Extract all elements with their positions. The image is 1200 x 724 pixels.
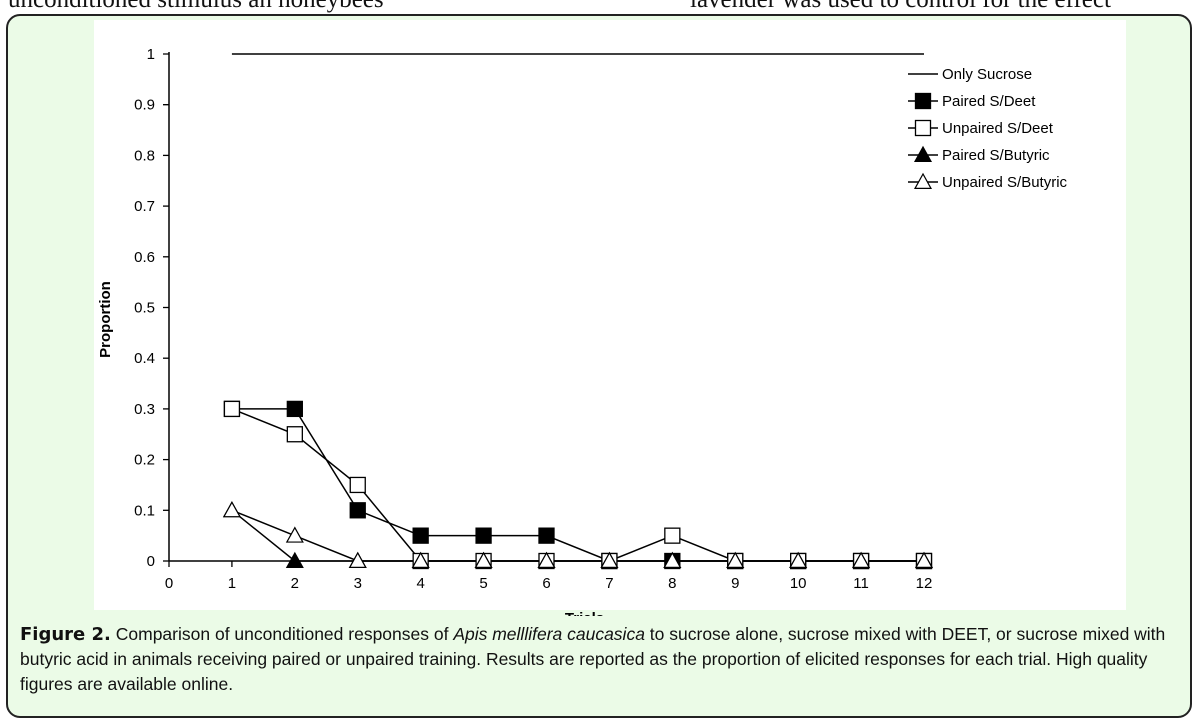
- x-tick-label: 9: [731, 575, 739, 592]
- series-line-unpaired-s-butyric: [231, 509, 924, 562]
- y-axis-title: Proportion: [97, 281, 114, 358]
- data-point-paired-s-butyric: [285, 551, 304, 569]
- y-tick-label: 0: [147, 553, 155, 570]
- figure-box: 0 0.1 0.2 0.3 0.4 0.5 0.6 0.7 0.8 0.9 1 0 1 2 3 4 5 6 7 8 9 1…: [6, 14, 1192, 718]
- y-tick-label: 0.9: [134, 97, 155, 114]
- data-point-unpaired-s-butyric: [914, 551, 934, 569]
- data-point-paired-s-deet: [412, 527, 429, 544]
- data-point-unpaired-s-deet: [223, 400, 241, 418]
- x-tick-label: 12: [916, 575, 933, 592]
- legend-label-unpaired-s-deet: Unpaired S/Deet: [942, 120, 1054, 137]
- line-chart: 00.10.20.30.40.50.60.70.80.910 1 2 3 4 5 6 7 8 9 1…: [97, 46, 1068, 616]
- body-text-fragment: unconditioned stimulus an honeybees lave…: [0, 0, 1200, 16]
- x-tick-label: 1: [228, 575, 236, 592]
- series-line-unpaired-s-deet: [231, 408, 924, 562]
- series-line-paired-s-butyric: [231, 509, 924, 562]
- data-point-unpaired-s-deet: [664, 527, 681, 544]
- legend-label-paired-s-butyric: Paired S/Butyric: [942, 147, 1050, 164]
- data-point-paired-s-deet: [286, 400, 303, 418]
- caption-text-2: to sucrose alone, sucrose mixed with DEE…: [20, 624, 1166, 694]
- caption-text-1: Comparison of unconditioned responses of: [110, 624, 454, 644]
- x-tick-label: 7: [605, 575, 613, 592]
- figure-caption: Figure 2. Comparison of unconditioned re…: [20, 622, 1180, 697]
- y-tick-label: 0.3: [134, 401, 155, 418]
- body-text-left: unconditioned stimulus an honeybees: [8, 0, 384, 14]
- legend-label-paired-s-deet: Paired S/Deet: [942, 93, 1036, 110]
- data-point-unpaired-s-butyric: [537, 551, 556, 569]
- caption-species: Apis melllifera caucasica: [453, 624, 645, 644]
- legend-marker-unpaired-s-deet: [914, 119, 932, 137]
- x-tick-label: 4: [416, 575, 424, 592]
- data-point-paired-s-deet: [538, 527, 555, 544]
- data-point-unpaired-s-deet: [349, 476, 366, 494]
- data-point-paired-s-deet: [475, 527, 492, 544]
- data-point-unpaired-s-butyric: [411, 551, 430, 569]
- axes: 00.10.20.30.40.50.60.70.80.910 1 2 3 4 5 6 7 8 9 1…: [97, 46, 932, 616]
- x-tick-label: 5: [479, 575, 487, 592]
- legend-label-unpaired-s-butyric: Unpaired S/Butyric: [942, 174, 1068, 191]
- legend: Only Sucrose Paired S/Deet Unpaired S/Deet…: [908, 66, 1068, 191]
- y-tick-label: 1: [147, 46, 155, 63]
- series-line-paired-s-deet: [231, 408, 924, 562]
- legend-marker-paired-s-deet: [914, 92, 932, 110]
- x-tick-label: 6: [542, 575, 550, 592]
- data-point-unpaired-s-butyric: [600, 551, 619, 569]
- x-axis-title: Trials: [565, 610, 604, 616]
- plot-panel: [94, 20, 1126, 610]
- legend-marker-unpaired-s-butyric: [913, 172, 933, 189]
- y-tick-label: 0.6: [134, 249, 155, 266]
- data-point-unpaired-s-butyric: [789, 551, 808, 569]
- y-tick-label: 0.7: [134, 198, 155, 215]
- legend-marker-paired-s-butyric: [913, 145, 933, 162]
- x-tick-label: 11: [853, 575, 869, 592]
- data-point-unpaired-s-butyric: [852, 551, 871, 569]
- y-tick-label: 0.2: [134, 452, 155, 469]
- legend-label-only-sucrose: Only Sucrose: [942, 66, 1032, 83]
- x-tick-label: 2: [291, 575, 299, 592]
- caption-label: Figure 2.: [20, 624, 111, 645]
- y-tick-label: 0.5: [134, 300, 155, 317]
- data-point-unpaired-s-butyric: [348, 551, 367, 569]
- x-tick-label: 0: [165, 575, 173, 592]
- x-tick-label: 10: [790, 575, 807, 592]
- data-point-unpaired-s-butyric: [285, 526, 304, 543]
- x-tick-label: 3: [354, 575, 362, 592]
- series-lines: [231, 53, 924, 562]
- data-point-unpaired-s-deet: [286, 426, 303, 443]
- series-markers: [222, 400, 934, 570]
- y-tick-label: 0.4: [134, 350, 155, 367]
- body-text-right: lavender was used to control for the eff…: [690, 0, 1111, 14]
- data-point-unpaired-s-butyric: [474, 551, 493, 569]
- data-point-unpaired-s-butyric: [222, 501, 241, 518]
- data-point-unpaired-s-butyric: [663, 551, 682, 569]
- y-tick-label: 0.8: [134, 147, 155, 164]
- y-tick-label: 0.1: [134, 502, 155, 519]
- data-point-unpaired-s-butyric: [726, 551, 745, 569]
- x-tick-label: 8: [668, 575, 676, 592]
- data-point-paired-s-deet: [349, 502, 366, 519]
